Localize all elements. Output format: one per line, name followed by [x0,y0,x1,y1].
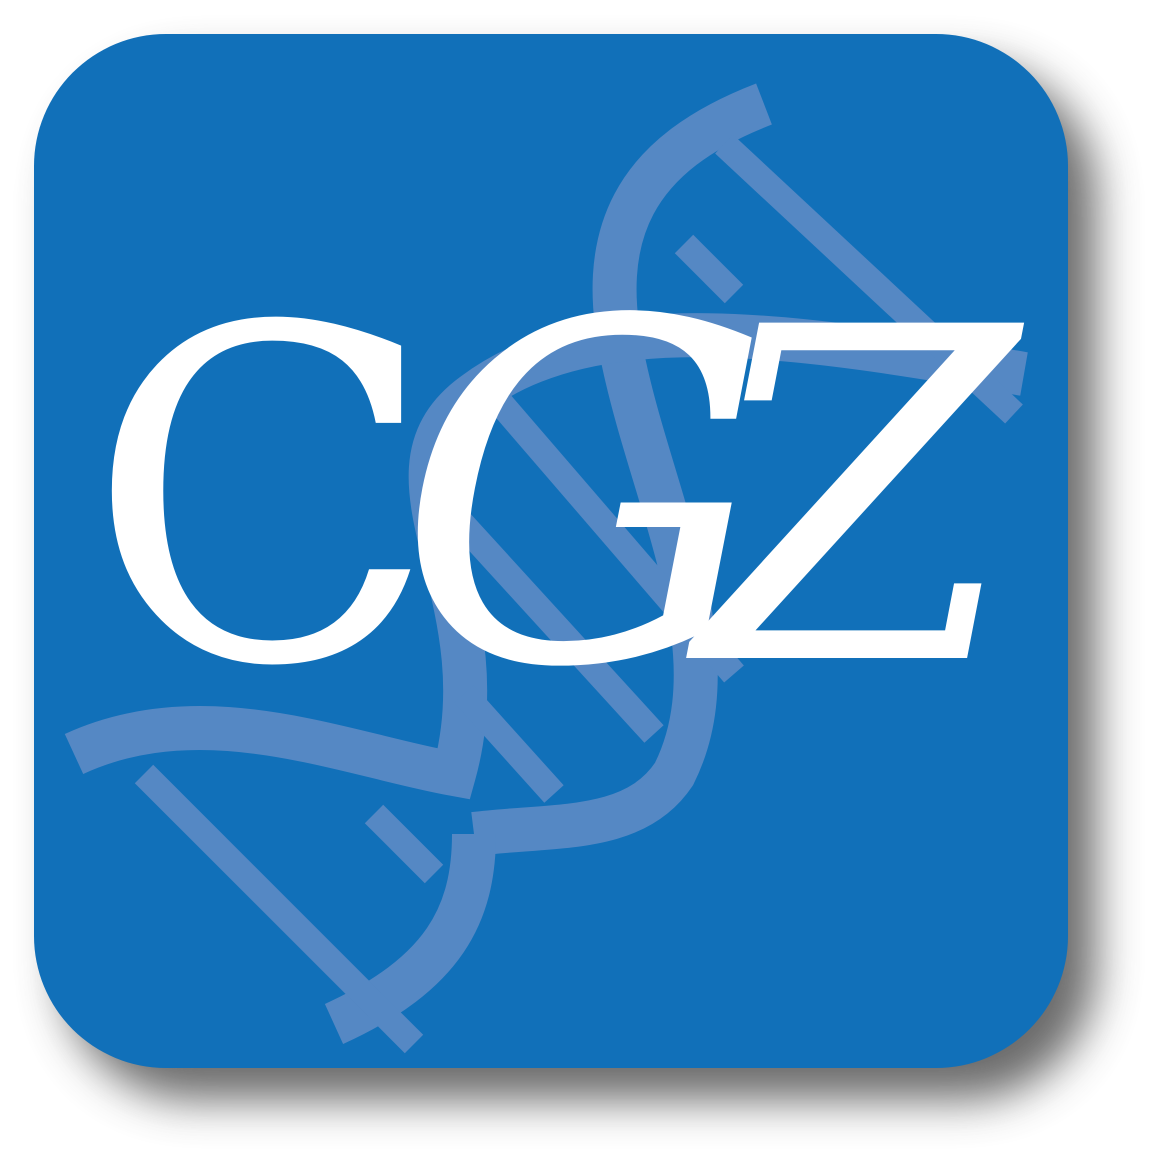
helix-rung [674,234,744,304]
helix-rung [134,764,424,1054]
logo-tile-graphic [34,34,1068,1068]
tile-background [34,34,1068,1068]
helix-rung [715,134,1023,424]
helix-rung [474,375,744,683]
dna-helix-icon [64,83,1028,1054]
helix-rung [364,804,444,884]
helix-rung [434,495,664,743]
logo-tile [34,34,1068,1068]
helix-strand-upper [471,83,772,856]
helix-strand-lower [64,313,1028,800]
helix-rung [454,685,564,803]
